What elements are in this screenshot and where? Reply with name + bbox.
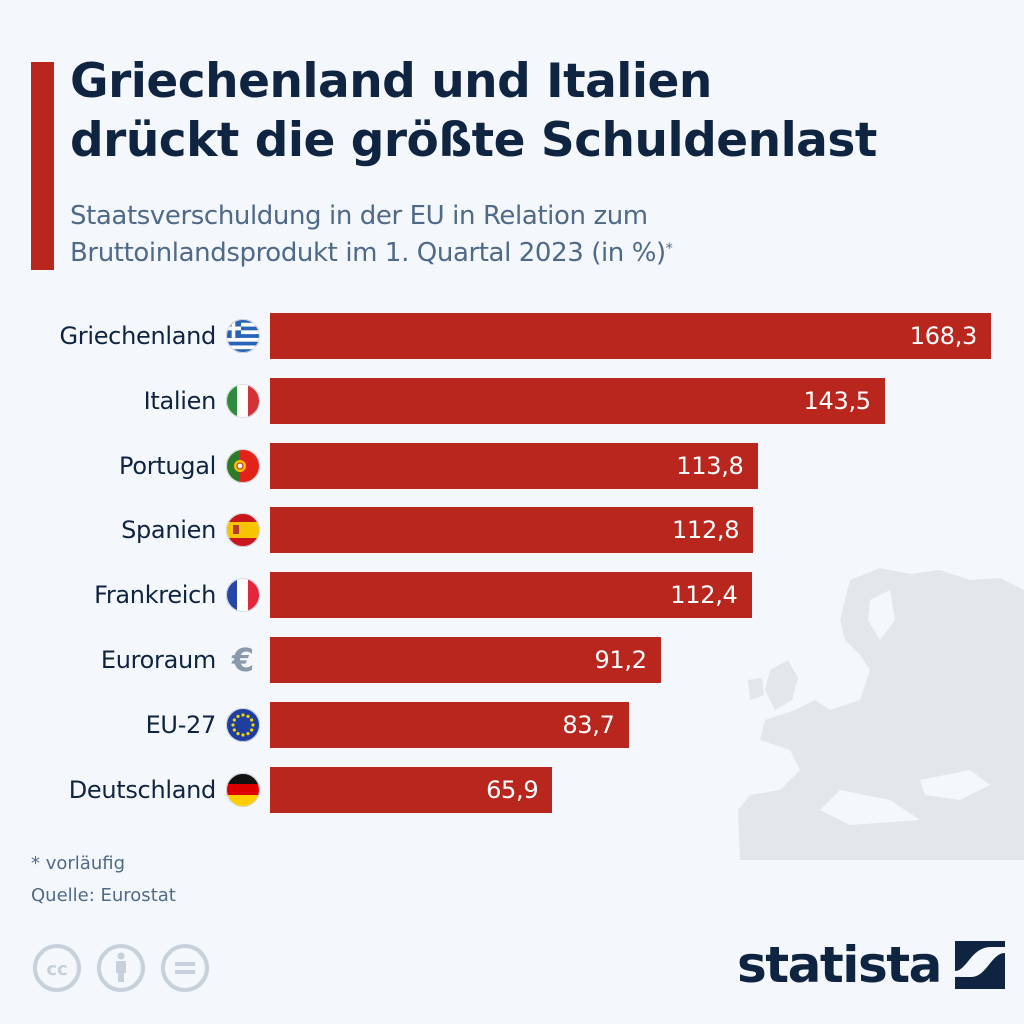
bar-value-label: 112,4 [670,581,738,610]
title-accent-bar [31,62,54,270]
flag-eu-icon [226,707,260,742]
category-label: Griechenland [59,322,216,350]
flag-portugal-icon [226,448,260,483]
bar-value-label: 113,8 [676,451,744,480]
footnote: * vorläufig Quelle: Eurostat [31,848,176,912]
category-label: Spanien [121,516,216,545]
bar [270,442,758,489]
statista-logo[interactable]: statista [737,940,1005,990]
bar [270,701,629,748]
flag-greece-icon [226,319,260,353]
statista-logo-icon [954,941,1005,989]
subtitle-line-1: Staatsverschuldung in der EU in Relation… [70,201,648,231]
bar-value-label: 83,7 [562,710,615,739]
bar [270,637,661,683]
flag-spain-icon [226,513,260,548]
category-label: EU-27 [145,710,217,739]
category-label: Euroraum [100,646,216,674]
flag-italy-icon [226,383,260,418]
euro-icon: € [231,641,255,679]
no-derivatives-icon[interactable] [159,942,211,994]
subtitle-footnote-mark: * [665,241,673,257]
cc-icon[interactable]: cc [31,942,83,994]
subtitle-line-2: Bruttoinlandsprodukt im 1. Quartal 2023 … [70,235,970,272]
title-line-1: Griechenland und Italien [70,54,712,109]
bar-value-label: 143,5 [803,386,872,415]
attribution-icon[interactable] [95,942,147,994]
flag-france-icon [226,578,260,613]
bar-value-label: 91,2 [594,646,647,674]
bar [270,766,553,813]
license-icons: cc [31,942,211,994]
category-label: Frankreich [94,581,216,610]
bar-value-label: 65,9 [486,775,539,804]
bar-value-label: 112,8 [672,516,740,545]
svg-text:cc: cc [46,959,67,980]
subtitle-line-2-text: Bruttoinlandsprodukt im 1. Quartal 2023 … [70,238,666,268]
bar [270,377,885,424]
bar [270,572,752,619]
bar [270,313,991,359]
bar-chart: Griechenland 168,3 Italien 143,5 Portugal 113… [0,300,1024,830]
europe-map-background [738,568,1024,860]
chart-title: Griechenland und Italien drückt die größ… [70,52,1010,170]
source-label: Quelle: Eurostat [31,885,176,906]
category-label: Italien [143,386,217,415]
chart-subtitle: Staatsverschuldung in der EU in Relation… [70,198,970,272]
footnote-note: * vorläufig [31,853,125,874]
title-line-2: drückt die größte Schuldenlast [70,113,877,168]
category-label: Deutschland [68,775,217,804]
statista-logo-text: statista [737,936,942,994]
bar-value-label: 168,3 [909,322,978,350]
flag-germany-icon [226,772,260,807]
bar [270,507,754,554]
category-label: Portugal [119,451,216,480]
